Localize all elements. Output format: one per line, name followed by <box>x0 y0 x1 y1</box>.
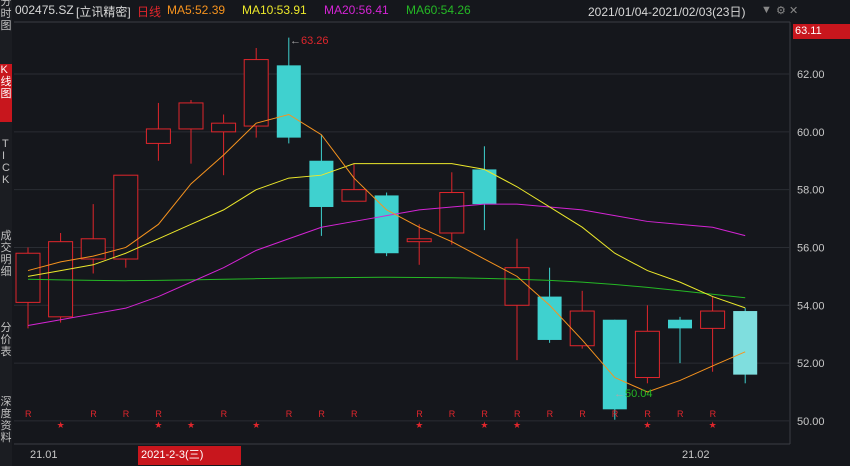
tab-trade-detail[interactable]: 成交明细 <box>0 230 12 310</box>
period-label[interactable]: 日线 <box>137 5 162 19</box>
candle-body-up <box>145 128 171 144</box>
signal-star-mark: ★ <box>187 421 195 431</box>
tab-trade-detail-label: 成交明细 <box>0 230 12 278</box>
candle-body-up <box>243 59 269 127</box>
high-price-marker: ←63.26 <box>290 35 329 47</box>
signal-r-mark: R <box>155 409 162 419</box>
tab-depth-info-label: 深度资料 <box>0 396 12 444</box>
ma60-line <box>27 276 746 299</box>
y-tick-label: 50.00 <box>797 416 825 428</box>
candle-body-down <box>472 169 497 205</box>
candle-body-up <box>113 174 139 260</box>
candle-body-up <box>15 252 41 303</box>
signal-r-mark: R <box>25 409 32 419</box>
candle-body-up <box>341 189 367 202</box>
candle-body-down <box>733 311 758 375</box>
signal-r-mark: R <box>481 409 488 419</box>
date-range: 2021/01/04-2021/02/03(23日) <box>588 5 746 19</box>
signal-r-mark: R <box>579 409 586 419</box>
signal-r-mark: R <box>318 409 325 419</box>
ma10-label: MA10:53.91 <box>242 3 307 17</box>
y-tick-label: 56.00 <box>797 242 825 254</box>
ma5-line <box>27 113 746 393</box>
signal-r-mark: R <box>677 409 684 419</box>
legend-bar: 002475.SZ [立讯精密] 日线 MA5:52.39 MA10:53.91… <box>15 1 850 19</box>
low-price-marker: ←50.04 <box>614 388 653 400</box>
tab-price-table-label: 分价表 <box>0 322 12 358</box>
stock-source[interactable]: [立讯精密] <box>76 5 131 19</box>
x-axis-cursor-date: 2021-2-3(三) <box>138 446 241 465</box>
signal-r-mark: R <box>547 409 554 419</box>
low-price-value: 50.04 <box>625 388 653 400</box>
signal-star-mark: ★ <box>480 421 488 431</box>
y-tick-label: 60.00 <box>797 127 825 139</box>
candle-body-down <box>668 319 692 329</box>
signal-r-mark: R <box>90 409 97 419</box>
candle-body-up <box>439 192 465 234</box>
ma20-line <box>27 203 746 326</box>
candle-body-up <box>80 238 106 260</box>
tab-price-table[interactable]: 分价表 <box>0 322 12 382</box>
candle-body-down <box>276 65 301 138</box>
y-tick-label: 52.00 <box>797 358 825 370</box>
signal-r-mark: R <box>514 409 521 419</box>
candle-body-up <box>634 330 660 379</box>
y-tick-label: 58.00 <box>797 185 825 197</box>
candle-body-up <box>504 267 530 306</box>
candle-body-down <box>602 319 627 410</box>
candle-body-down <box>309 160 334 207</box>
signal-r-mark: R <box>351 409 358 419</box>
signal-star-mark: ★ <box>252 421 260 431</box>
ma60-label: MA60:54.26 <box>406 3 471 17</box>
candle-body-down <box>374 195 399 254</box>
y-tick-label: 54.00 <box>797 300 825 312</box>
close-icon[interactable]: ✕ <box>789 5 799 17</box>
signal-r-mark: R <box>612 409 619 419</box>
signal-star-mark: ★ <box>154 421 162 431</box>
signal-star-mark: ★ <box>57 421 65 431</box>
candle-body-up <box>178 102 204 130</box>
y-tick-label: 62.00 <box>797 69 825 81</box>
candle-body-up <box>406 238 432 243</box>
x-axis-start-label: 21.01 <box>30 449 58 461</box>
signal-r-mark: R <box>710 409 717 419</box>
settings-gear-icon[interactable]: ⚙ <box>776 5 786 17</box>
high-price-value: 63.26 <box>301 35 329 47</box>
tab-depth-info[interactable]: 深度资料 <box>0 396 12 466</box>
signal-r-mark: R <box>123 409 130 419</box>
current-price-tag: 63.11 <box>793 24 850 39</box>
ma10-line <box>27 163 746 309</box>
x-axis-end-label: 21.02 <box>682 449 710 461</box>
tab-timeshare[interactable]: 分时图 <box>0 0 12 46</box>
signal-r-mark: R <box>221 409 228 419</box>
ma5-label: MA5:52.39 <box>167 3 226 17</box>
stock-code: 002475.SZ <box>15 3 74 17</box>
tab-timeshare-label: 分时图 <box>0 0 12 32</box>
ma20-label: MA20:56.41 <box>324 3 389 17</box>
signal-r-mark: R <box>449 409 456 419</box>
candle-body-up <box>211 122 237 133</box>
signal-star-mark: ★ <box>513 421 521 431</box>
signal-r-mark: R <box>416 409 423 419</box>
signal-r-mark: R <box>286 409 293 419</box>
candle-body-up <box>700 310 726 329</box>
candle-body-down <box>537 296 562 340</box>
signal-star-mark: ★ <box>709 421 717 431</box>
signal-r-mark: R <box>644 409 651 419</box>
dropdown-icon[interactable]: ▼ <box>761 4 772 16</box>
signal-star-mark: ★ <box>643 421 651 431</box>
signal-star-mark: ★ <box>415 421 423 431</box>
